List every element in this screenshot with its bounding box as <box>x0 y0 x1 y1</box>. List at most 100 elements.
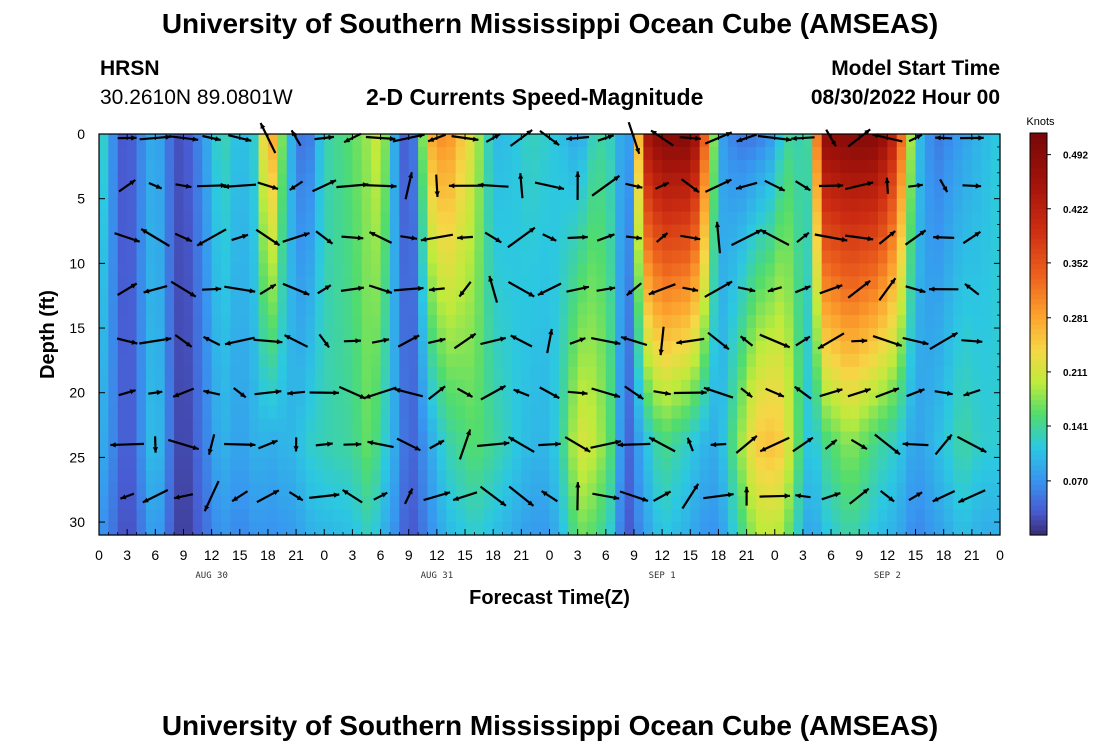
heatmap-cell <box>877 353 888 368</box>
vector-head <box>807 437 813 443</box>
vector-head <box>444 491 451 497</box>
heatmap-cell <box>774 340 785 355</box>
heatmap-cell <box>549 340 560 355</box>
heatmap-cell <box>887 470 898 484</box>
heatmap-cell <box>633 134 644 148</box>
vector-head <box>804 285 811 291</box>
heatmap-cell <box>624 522 635 536</box>
heatmap-cell <box>971 315 982 329</box>
heatmap-cell <box>765 496 776 510</box>
heatmap-cell <box>990 444 1001 458</box>
heatmap-cell <box>924 457 935 471</box>
heatmap-cell <box>502 211 513 226</box>
heatmap-cell <box>596 379 607 394</box>
heatmap-cell <box>896 522 907 536</box>
heatmap-cell <box>793 431 804 446</box>
heatmap-cell <box>981 392 992 407</box>
heatmap-cell <box>587 379 598 394</box>
heatmap-cell <box>483 366 494 381</box>
heatmap-cell <box>343 340 354 355</box>
heatmap-cell <box>333 405 344 420</box>
heatmap-cell <box>446 289 457 303</box>
heatmap-cell <box>418 185 429 200</box>
heatmap-cell <box>558 405 569 420</box>
heatmap-cell <box>774 250 785 264</box>
heatmap-cell <box>755 353 766 368</box>
heatmap-cell <box>474 172 485 187</box>
heatmap-cell <box>530 353 541 368</box>
vector-head <box>613 175 620 182</box>
y-tick-label: 10 <box>69 255 85 271</box>
heatmap-cell <box>849 457 860 471</box>
heatmap-cell <box>540 211 551 226</box>
current-vector <box>765 387 785 398</box>
heatmap-cell <box>239 522 250 536</box>
heatmap-cell <box>127 134 138 148</box>
heatmap-cell <box>192 522 203 536</box>
heatmap-cell <box>774 263 785 277</box>
heatmap-cell <box>746 250 757 264</box>
vector-head <box>232 496 238 502</box>
heatmap-cell <box>737 328 748 342</box>
heatmap-cell <box>249 289 260 303</box>
heatmap-cell <box>887 457 898 471</box>
heatmap-cell <box>389 509 400 523</box>
heatmap-cell <box>127 366 138 381</box>
heatmap-cell <box>934 302 945 316</box>
vector-head <box>916 492 923 498</box>
heatmap-cell <box>859 134 870 148</box>
heatmap-cell <box>155 522 166 536</box>
heatmap-cell <box>577 250 588 264</box>
heatmap-cell <box>577 483 588 497</box>
heatmap-cell <box>990 263 1001 277</box>
heatmap-cell <box>868 172 879 187</box>
heatmap-cell <box>990 146 1001 161</box>
heatmap-cell <box>868 211 879 226</box>
heatmap-cell <box>389 224 400 239</box>
heatmap-cell <box>258 302 269 316</box>
heatmap-cell <box>249 146 260 161</box>
x-tick-label: 15 <box>232 547 248 563</box>
heatmap-cell <box>511 198 522 213</box>
heatmap-cell <box>521 353 532 368</box>
heatmap-cell <box>221 289 231 303</box>
heatmap-cell <box>239 483 250 497</box>
vector-head <box>413 335 420 341</box>
heatmap-cell <box>389 483 400 497</box>
heatmap-cell <box>915 366 926 381</box>
heatmap-cell <box>333 198 344 213</box>
heatmap-cell <box>371 263 382 277</box>
heatmap-cell <box>709 470 720 484</box>
heatmap-cell <box>408 185 419 200</box>
heatmap-cell <box>521 418 532 433</box>
heatmap-cell <box>990 379 1001 394</box>
heatmap-cell <box>774 185 785 200</box>
heatmap-cell <box>465 509 476 523</box>
heatmap-cell <box>277 353 288 368</box>
heatmap-cell <box>483 237 494 252</box>
heatmap-cell <box>530 470 541 484</box>
heatmap-cell <box>267 366 278 381</box>
heatmap-cell <box>971 237 982 252</box>
heatmap-cell <box>99 483 109 497</box>
heatmap-cell <box>868 289 879 303</box>
heatmap-cell <box>389 302 400 316</box>
heatmap-cell <box>493 353 504 368</box>
heatmap-cell <box>737 211 748 226</box>
heatmap-cell <box>699 250 710 264</box>
heatmap-cell <box>117 496 128 510</box>
heatmap-cell <box>962 340 973 355</box>
heatmap-cell <box>108 237 119 252</box>
colorbar-segment <box>1030 278 1047 285</box>
heatmap-cell <box>671 353 682 368</box>
heatmap-cell <box>709 457 720 471</box>
vector-head <box>794 386 801 392</box>
heatmap-cell <box>962 185 973 200</box>
heatmap-cell <box>587 263 598 277</box>
heatmap-cell <box>174 289 185 303</box>
heatmap-cell <box>314 159 325 174</box>
colorbar-segment <box>1030 429 1047 436</box>
heatmap-cell <box>511 146 522 161</box>
heatmap-cell <box>633 444 644 458</box>
heatmap-cell <box>727 405 738 420</box>
